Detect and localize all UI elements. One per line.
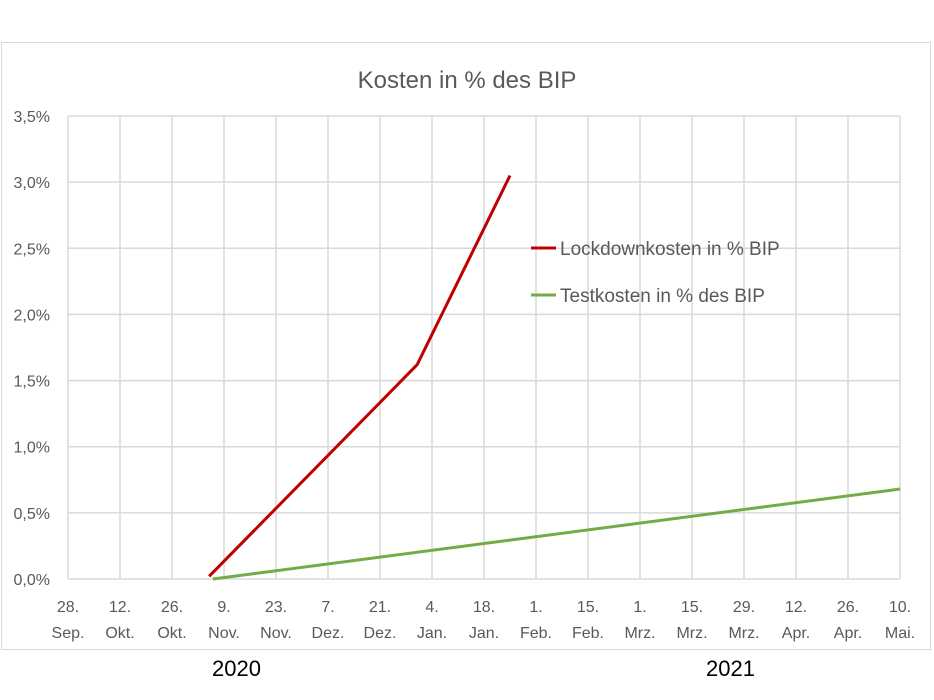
- y-tick-label: 0,5%: [14, 506, 50, 523]
- legend-label: Lockdownkosten in % BIP: [560, 239, 780, 260]
- x-tick-label-month: Sep.: [52, 625, 85, 642]
- y-tick-label: 2,5%: [14, 241, 50, 258]
- x-tick-label-month: Apr.: [834, 625, 862, 642]
- x-tick-label-day: 15.: [681, 599, 703, 616]
- chart-frame: [1, 42, 931, 650]
- x-tick-label-month: Mai.: [885, 625, 915, 642]
- y-tick-label: 0,0%: [14, 572, 50, 589]
- x-tick-label-day: 21.: [369, 599, 391, 616]
- y-tick-label: 2,0%: [14, 307, 50, 324]
- x-tick-label-day: 28.: [57, 599, 79, 616]
- x-tick-label-day: 12.: [109, 599, 131, 616]
- x-tick-label-day: 29.: [733, 599, 755, 616]
- series-line-1: [208, 174, 512, 578]
- x-tick-label-day: 18.: [473, 599, 495, 616]
- y-tick-label: 1,0%: [14, 440, 50, 457]
- x-tick-label-month: Dez.: [312, 625, 345, 642]
- x-tick-label-day: 9.: [217, 599, 230, 616]
- year-label-2020: 2020: [212, 656, 261, 681]
- x-tick-label-day: 10.: [889, 599, 911, 616]
- series-line-2: [212, 487, 901, 581]
- x-tick-label-month: Mrz.: [624, 625, 655, 642]
- x-tick-label-day: 26.: [161, 599, 183, 616]
- year-label-2021: 2021: [706, 656, 755, 681]
- x-tick-label-month: Dez.: [364, 625, 397, 642]
- x-tick-label-day: 12.: [785, 599, 807, 616]
- x-tick-label-month: Feb.: [572, 625, 604, 642]
- x-tick-label-day: 1.: [633, 599, 646, 616]
- x-tick-label-month: Jan.: [469, 625, 499, 642]
- x-tick-label-month: Okt.: [105, 625, 134, 642]
- x-tick-label-day: 23.: [265, 599, 287, 616]
- x-tick-label-month: Feb.: [520, 625, 552, 642]
- x-tick-label-month: Nov.: [208, 625, 240, 642]
- legend-label: Testkosten in % des BIP: [560, 286, 765, 307]
- x-tick-label-day: 1.: [529, 599, 542, 616]
- x-tick-label-month: Apr.: [782, 625, 810, 642]
- x-tick-label-month: Mrz.: [676, 625, 707, 642]
- x-tick-label-day: 15.: [577, 599, 599, 616]
- x-tick-label-day: 26.: [837, 599, 859, 616]
- x-tick-label-month: Jan.: [417, 625, 447, 642]
- y-tick-label: 3,5%: [14, 109, 50, 126]
- x-tick-label-month: Nov.: [260, 625, 292, 642]
- y-tick-label: 3,0%: [14, 175, 50, 192]
- y-tick-label: 1,5%: [14, 374, 50, 391]
- x-tick-label-month: Okt.: [157, 625, 186, 642]
- chart-title: Kosten in % des BIP: [358, 67, 577, 94]
- x-tick-label-day: 7.: [321, 599, 334, 616]
- x-tick-label-day: 4.: [425, 599, 438, 616]
- x-tick-label-month: Mrz.: [728, 625, 759, 642]
